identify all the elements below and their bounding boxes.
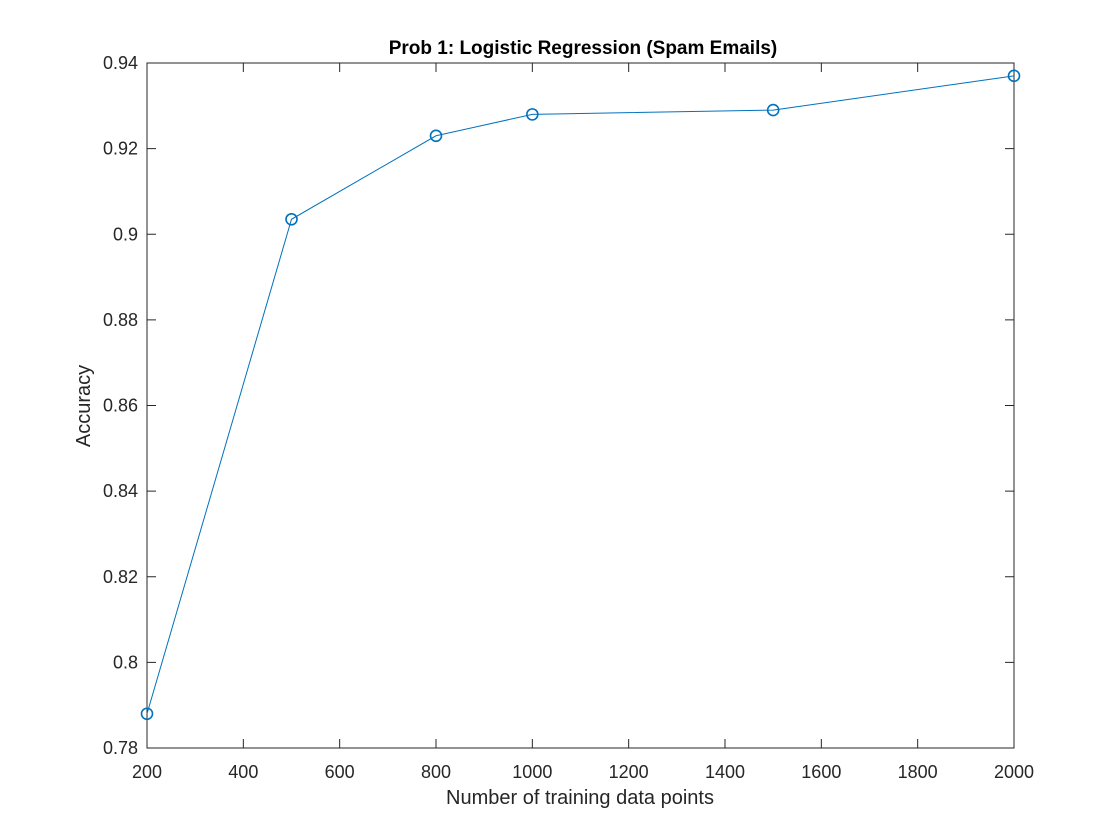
y-tick-label: 0.8 [113, 652, 138, 672]
x-tick-label: 200 [132, 762, 162, 782]
x-axis-label: Number of training data points [446, 787, 714, 809]
x-tick-label: 1400 [705, 762, 745, 782]
x-tick-label: 600 [325, 762, 355, 782]
y-tick-label: 0.78 [103, 738, 138, 758]
x-tick-label: 2000 [994, 762, 1034, 782]
y-tick-label: 0.88 [103, 310, 138, 330]
data-point-marker [1007, 69, 1021, 83]
series-line [146, 75, 1015, 714]
plot-area: 200 400 600 800 1000 1200 1400 1600 1800 2000 0.78… [103, 53, 1034, 782]
data-point-marker [285, 212, 298, 226]
x-tick-label: 1600 [801, 762, 841, 782]
y-tick-label: 0.92 [103, 139, 138, 159]
x-tick-label: 800 [421, 762, 451, 782]
chart-title: Prob 1: Logistic Regression (Spam Emails… [389, 38, 778, 59]
data-point-marker [766, 103, 780, 117]
x-tick-label: 1800 [898, 762, 938, 782]
x-tick-label: 1200 [609, 762, 649, 782]
data-point-marker [429, 129, 443, 143]
data-point-marker [526, 108, 539, 121]
y-tick-label: 0.94 [103, 53, 138, 73]
y-tick-label: 0.82 [103, 567, 138, 587]
x-tick-label: 1000 [512, 762, 552, 782]
data-point-marker [140, 707, 154, 721]
y-tick-label: 0.84 [103, 481, 138, 501]
axes-box [146, 62, 1015, 749]
y-tick-label: 0.86 [103, 396, 138, 416]
y-axis-label: Accuracy [73, 365, 95, 447]
y-tick-label: 0.9 [113, 224, 138, 244]
x-tick-label: 400 [228, 762, 258, 782]
